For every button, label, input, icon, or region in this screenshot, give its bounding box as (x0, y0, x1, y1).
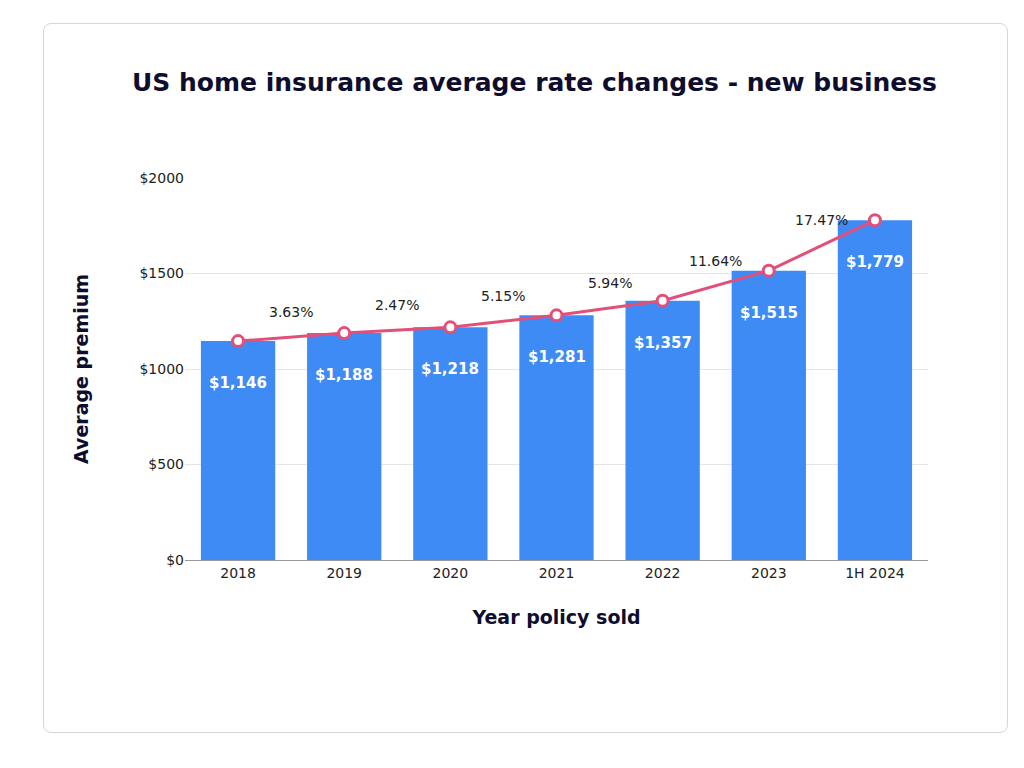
svg-text:$2000: $2000 (139, 170, 184, 186)
svg-text:2019: 2019 (326, 565, 362, 581)
svg-text:$500: $500 (148, 456, 184, 472)
svg-text:2023: 2023 (751, 565, 787, 581)
svg-text:$1,515: $1,515 (740, 304, 798, 322)
svg-text:5.15%: 5.15% (481, 288, 525, 304)
svg-text:Year policy sold: Year policy sold (471, 606, 640, 628)
svg-text:Average premium: Average premium (70, 274, 92, 464)
svg-text:$1,218: $1,218 (421, 360, 479, 378)
svg-text:2.47%: 2.47% (375, 297, 419, 313)
svg-text:$1,146: $1,146 (209, 374, 267, 392)
svg-text:5.94%: 5.94% (588, 275, 632, 291)
svg-text:$0: $0 (166, 552, 184, 568)
svg-text:11.64%: 11.64% (689, 253, 742, 269)
svg-text:1H 2024: 1H 2024 (845, 565, 905, 581)
svg-text:$1500: $1500 (139, 265, 184, 281)
svg-text:US home insurance average rate: US home insurance average rate changes -… (132, 68, 937, 97)
svg-text:2022: 2022 (645, 565, 681, 581)
svg-text:$1,188: $1,188 (315, 366, 373, 384)
svg-text:$1,281: $1,281 (528, 348, 586, 366)
svg-text:$1000: $1000 (139, 361, 184, 377)
svg-text:3.63%: 3.63% (269, 304, 313, 320)
svg-text:17.47%: 17.47% (795, 212, 848, 228)
svg-text:2018: 2018 (220, 565, 256, 581)
svg-text:2021: 2021 (539, 565, 575, 581)
svg-text:$1,357: $1,357 (634, 334, 692, 352)
svg-text:$1,779: $1,779 (846, 253, 904, 271)
svg-text:2020: 2020 (433, 565, 469, 581)
